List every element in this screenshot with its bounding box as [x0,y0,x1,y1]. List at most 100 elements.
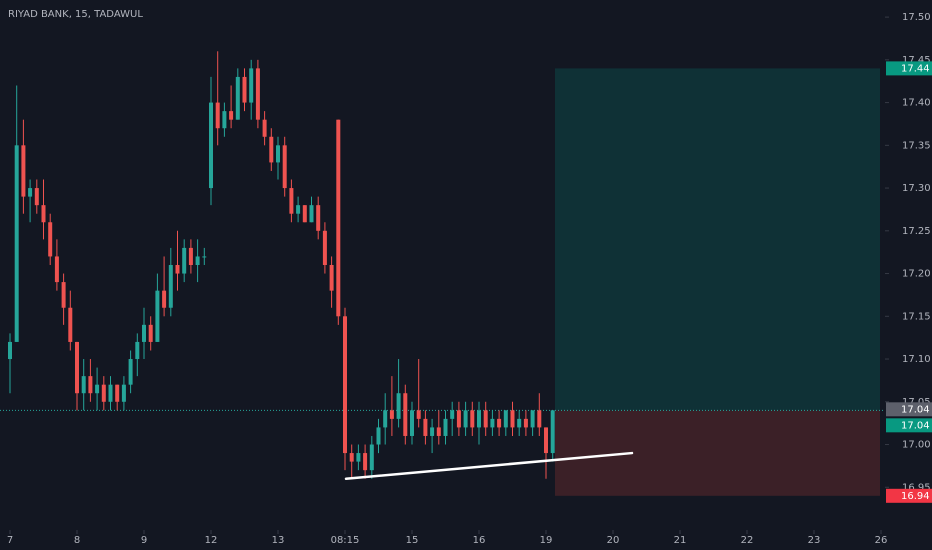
candle-body [249,68,254,103]
x-tick-label: 26 [875,535,888,546]
candle-body [135,341,140,360]
y-tick-label: 17.10 [902,354,931,365]
candle-body [316,205,321,231]
candle-body [302,205,307,223]
candle-body [282,145,287,189]
candle-body [550,410,555,454]
candle-body [162,290,167,308]
candle-body [363,453,368,471]
y-tick-label: 17.20 [902,269,931,280]
candle-body [128,359,133,385]
candle-body [182,247,187,274]
candle-body [276,145,280,163]
candle-body [530,410,535,428]
candle-body [41,205,46,223]
y-tick-label: 17.00 [902,440,931,451]
candle-body [235,76,240,120]
candle-body [8,341,12,360]
x-tick-label: 21 [674,535,687,546]
x-tick-label: 15 [406,535,419,546]
candle-body [54,256,59,283]
candle-body [88,376,93,394]
candle-body [262,119,267,137]
candle-body [383,410,388,428]
candle-body [430,427,435,436]
candle-body [202,256,207,258]
candle-body [376,427,381,445]
candle-body [369,444,374,471]
candle-body [463,410,468,428]
candle-body [456,410,461,428]
candles [0,51,885,480]
candle-body [68,307,73,342]
price-tag-label: 17.44 [901,63,930,74]
price-tag-label: 16.94 [901,491,930,502]
candle-body [188,247,193,265]
x-tick-label: 19 [540,535,553,546]
candle-body [222,111,227,129]
x-tick-label: 7 [7,535,13,546]
candle-body [396,393,401,419]
price-tag [886,402,932,417]
candle-body [101,384,106,402]
x-tick-label: 20 [607,535,620,546]
x-tick-label: 12 [205,535,218,546]
x-tick-label: 08:15 [331,535,360,546]
candle-body [329,265,334,291]
candle-body [296,205,301,214]
candle-body [121,384,126,402]
y-tick-label: 17.35 [902,140,931,151]
y-tick-label: 17.05 [902,397,931,408]
candle-body [155,290,160,342]
candle-body [14,145,19,342]
candle-body [148,324,153,342]
candle-body [470,410,475,428]
candle-body [309,205,314,223]
candle-body [336,119,341,317]
target-zone[interactable] [555,68,880,411]
candle-body [410,410,414,436]
x-tick-label: 23 [808,535,821,546]
candle-body [269,136,274,163]
candle-body [255,68,260,120]
candle-body [75,341,79,394]
y-tick-label: 16.95 [902,482,931,493]
candle-body [322,230,327,265]
axes: 16.95 17.00 17.05 17.10 17.15 17.20 17.25 17.30… [7,12,932,546]
candle-body [423,418,428,436]
y-tick-label: 17.15 [902,311,931,322]
candle-body [349,453,354,462]
candle-body [343,316,347,454]
candle-body [450,410,455,419]
candle-body [477,410,481,428]
candle-body [168,265,173,308]
trend-line[interactable] [344,451,634,480]
candle-body [108,384,113,402]
candle-body [544,427,548,454]
y-tick-label: 17.30 [902,183,931,194]
candle-body [242,76,247,103]
stop-zone[interactable] [555,410,880,496]
candle-body [21,145,26,197]
candle-body [229,111,234,120]
candle-body [356,453,361,462]
candle-body [416,410,421,419]
candle-body [510,410,515,428]
price-tag-label: 17.04 [901,420,930,431]
candle-body [142,324,146,342]
x-tick-label: 16 [473,535,486,546]
candle-body [95,384,100,394]
position-tool[interactable] [555,68,880,496]
candle-body [503,410,508,428]
candle-body [289,188,294,214]
x-tick-label: 8 [74,535,80,546]
price-tag [886,488,932,503]
price-tag [886,418,932,433]
price-tag [886,61,932,76]
candle-body [523,418,528,428]
x-tick-label: 22 [741,535,754,546]
y-tick-label: 17.45 [902,55,931,66]
y-tick-label: 17.50 [902,12,931,23]
